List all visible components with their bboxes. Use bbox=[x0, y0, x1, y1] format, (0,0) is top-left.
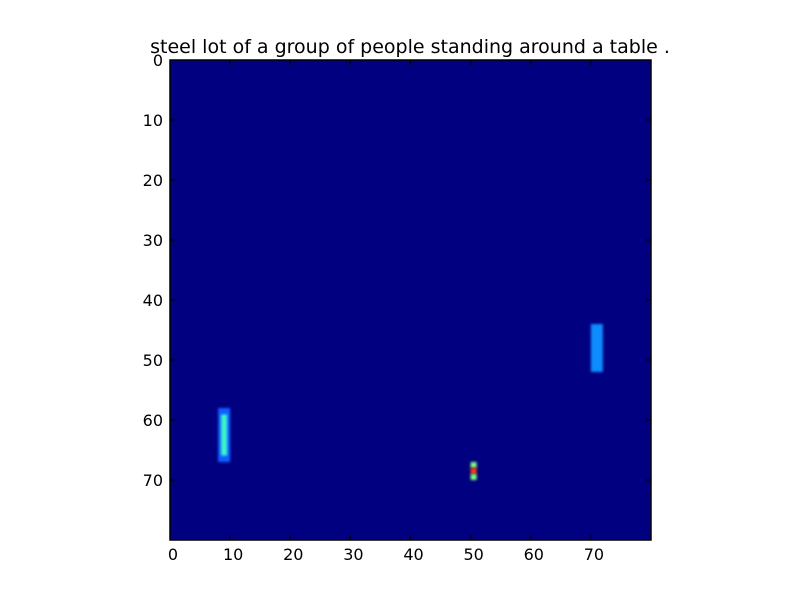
heatmap-cell-point-bottom bbox=[470, 474, 477, 480]
y-tick-label-0: 0 bbox=[153, 51, 163, 70]
y-tick-label-20: 20 bbox=[143, 171, 163, 190]
x-tick-label-40: 40 bbox=[403, 545, 423, 564]
y-tick-label-50: 50 bbox=[143, 351, 163, 370]
y-tick-label-30: 30 bbox=[143, 231, 163, 250]
plot-area bbox=[170, 60, 651, 540]
heatmap-cell-core-left-bar bbox=[221, 414, 228, 456]
plot-frame bbox=[169, 59, 652, 541]
x-tick-label-60: 60 bbox=[524, 545, 544, 564]
y-tick-label-10: 10 bbox=[143, 111, 163, 130]
x-tick-label-20: 20 bbox=[283, 545, 303, 564]
x-tick-label-50: 50 bbox=[463, 545, 483, 564]
chart-title: steel lot of a group of people standing … bbox=[150, 36, 670, 58]
heatmap-cell-point-mid bbox=[470, 468, 477, 474]
heatmap-cells bbox=[218, 324, 603, 480]
y-tick-label-70: 70 bbox=[143, 471, 163, 490]
y-tick-label-60: 60 bbox=[143, 411, 163, 430]
x-tick-label-30: 30 bbox=[343, 545, 363, 564]
x-tick-label-70: 70 bbox=[584, 545, 604, 564]
heatmap-cell-point-top bbox=[470, 462, 477, 468]
y-tick-label-40: 40 bbox=[143, 291, 163, 310]
axis-ticks: 0 10 20 30 40 50 60 70 0 10 20 30 40 50 60 70 bbox=[143, 51, 651, 564]
x-tick-label-0: 0 bbox=[168, 545, 178, 564]
x-tick-label-10: 10 bbox=[223, 545, 243, 564]
heatmap-cell-right-bar bbox=[590, 324, 603, 372]
